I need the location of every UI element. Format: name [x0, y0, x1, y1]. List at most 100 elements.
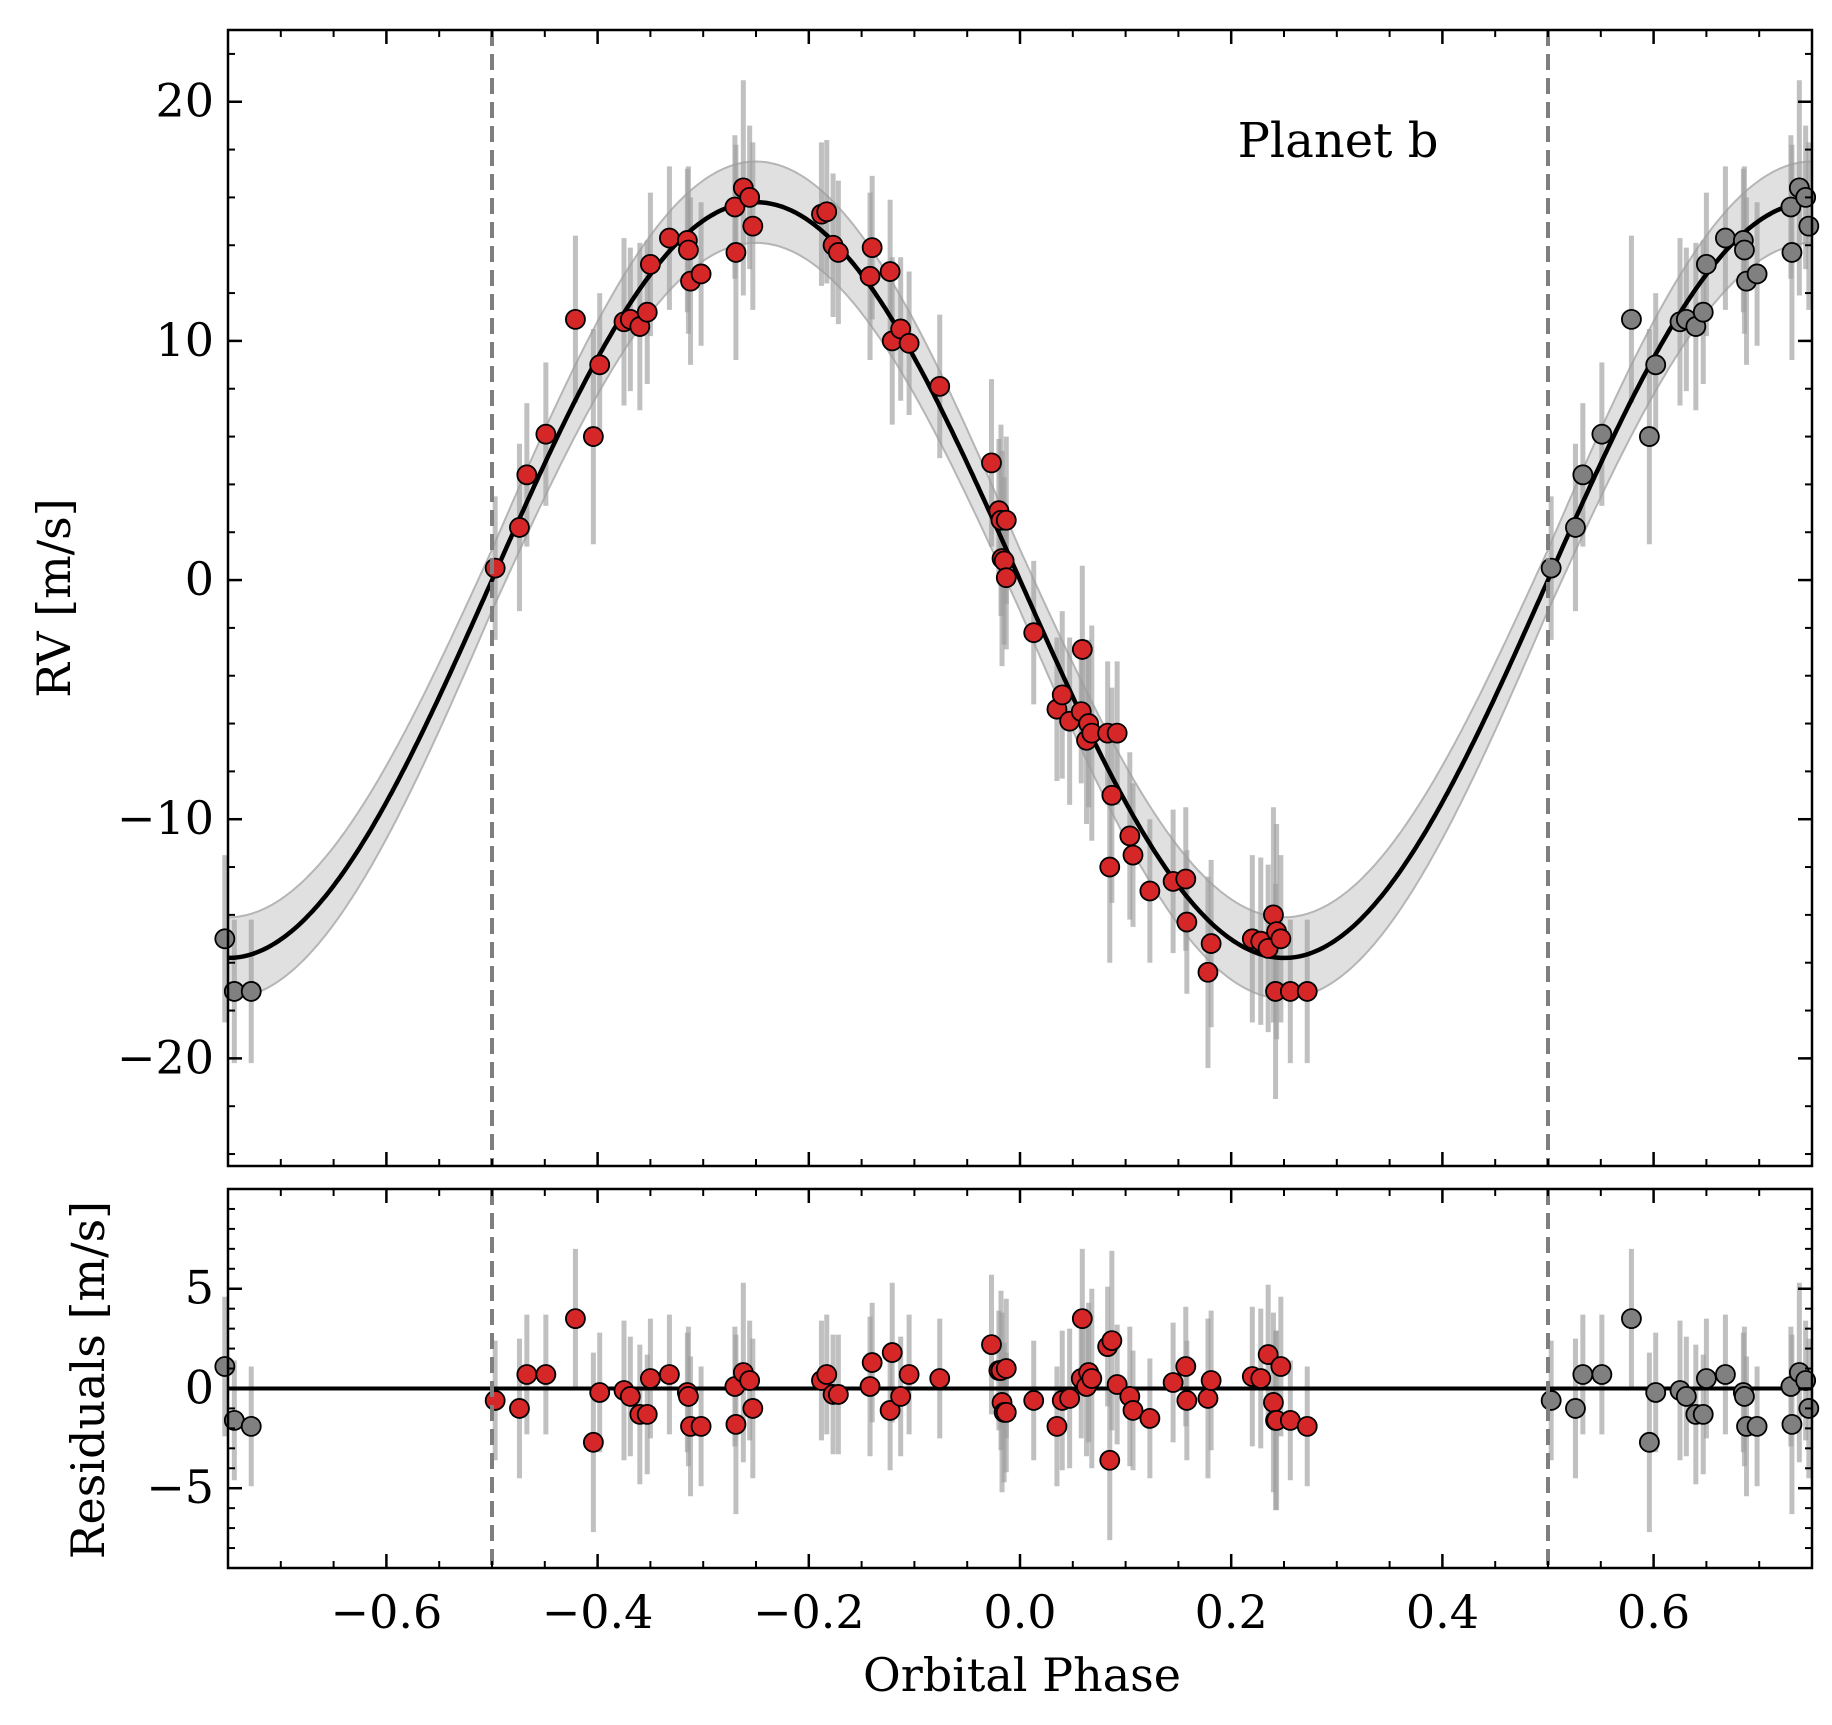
residual-point-primary [1059, 1388, 1081, 1409]
rv-point-wrapped [1692, 301, 1714, 323]
rv-point-primary [1071, 639, 1093, 660]
rv-point-wrapped [1645, 354, 1667, 376]
residual-point-primary [881, 1342, 903, 1363]
x-tick-label: −0.2 [753, 1585, 865, 1639]
residual-point-primary [1106, 1374, 1128, 1395]
residual-point-primary [1296, 1415, 1318, 1437]
residual-point-wrapped [1696, 1368, 1717, 1389]
residual-point-primary [640, 1368, 661, 1389]
y-tick-label: 5 [185, 1261, 214, 1315]
rv-point-primary [1101, 784, 1123, 806]
rv-point-primary [859, 265, 881, 287]
rv-point-primary [636, 301, 658, 323]
x-axis-tick-labels: −0.6 −0.4 −0.2 0.0 0.2 0.4 0.6 [227, 30, 1813, 1639]
residual-point-primary [484, 1390, 506, 1411]
residual-point-wrapped [1734, 1386, 1755, 1407]
rv-point-wrapped [214, 928, 236, 950]
residual-point-primary [879, 1400, 901, 1421]
residual-point-primary [678, 1386, 699, 1407]
rv-point-wrapped [1638, 426, 1660, 447]
residual-point-primary [827, 1384, 849, 1405]
rv-point-wrapped [1621, 308, 1642, 330]
residual-point-primary [659, 1364, 680, 1385]
residual-point-wrapped [214, 1356, 236, 1377]
rv-point-primary [1106, 722, 1128, 744]
x-tick-label: 0.0 [983, 1585, 1056, 1639]
residual-point-primary [1081, 1368, 1103, 1389]
residual-point-primary [995, 1358, 1017, 1379]
rv-point-primary [565, 308, 586, 330]
residual-point-wrapped [1638, 1431, 1660, 1453]
residual-point-wrapped [1621, 1308, 1642, 1330]
rv-point-primary [509, 517, 530, 538]
rv-point-primary [1176, 911, 1198, 933]
residual-point-wrapped [1692, 1404, 1714, 1425]
rv-point-primary [1099, 856, 1121, 878]
y-tick-label: 20 [155, 74, 214, 128]
residual-point-primary [725, 1413, 747, 1435]
rv-point-primary [827, 242, 849, 263]
residual-point-primary [1197, 1388, 1219, 1409]
rv-point-wrapped [1591, 423, 1613, 445]
residual-point-primary [981, 1334, 1002, 1355]
rv-point-primary [879, 261, 901, 282]
residual-point-primary [1200, 1370, 1222, 1391]
y-tick-label: 0 [185, 552, 214, 606]
residual-point-primary [636, 1404, 658, 1425]
rv-point-primary [739, 187, 761, 208]
residual-point-wrapped [1565, 1398, 1586, 1419]
rv-point-primary [678, 239, 699, 261]
rv-point-primary [995, 567, 1017, 589]
rv-point-primary [1023, 622, 1045, 644]
residual-point-primary [509, 1398, 530, 1419]
rv-point-primary [724, 196, 746, 218]
residual-point-wrapped [1572, 1364, 1594, 1385]
residual-point-wrapped [1746, 1415, 1768, 1437]
residual-point-primary [1046, 1415, 1068, 1437]
rv-point-primary [725, 242, 747, 263]
residual-error-bars [222, 1248, 1812, 1541]
rv-point-primary [1122, 844, 1144, 866]
residual-point-primary [1250, 1368, 1272, 1389]
residual-y-axis-label: Residuals [m/s] [61, 1201, 115, 1559]
residual-point-primary [861, 1352, 883, 1373]
residual-data-points [214, 1308, 1820, 1471]
rv-point-primary [484, 557, 506, 579]
residual-point-wrapped [1795, 1370, 1817, 1391]
residual-point-primary [1263, 1392, 1284, 1413]
x-tick-label: −0.6 [331, 1585, 443, 1639]
residual-point-primary [1023, 1390, 1045, 1411]
residual-point-primary [1122, 1400, 1144, 1421]
rv-point-primary [861, 237, 883, 259]
y-tick-label: −20 [117, 1030, 214, 1084]
residual-point-primary [816, 1364, 838, 1385]
residual-point-wrapped [1591, 1364, 1613, 1385]
rv-point-primary [816, 201, 838, 223]
rv-point-wrapped [1798, 215, 1820, 237]
rv-point-primary [640, 253, 661, 275]
rv-point-wrapped [1780, 196, 1802, 218]
rv-axis-ticks: −20 −10 0 10 20 [117, 52, 1812, 1156]
rv-point-primary [1197, 961, 1219, 983]
residual-point-primary [995, 1402, 1017, 1423]
rv-point-primary [516, 464, 538, 486]
rv-y-axis-label: RV [m/s] [27, 498, 81, 697]
planet-annotation: Planet b [1238, 113, 1439, 169]
rv-point-wrapped [1781, 242, 1803, 263]
rv-point-primary [659, 227, 680, 249]
rv-point-primary [1270, 928, 1292, 950]
residual-point-primary [898, 1364, 920, 1385]
residual-point-wrapped [1645, 1382, 1667, 1403]
residual-point-primary [1139, 1407, 1161, 1429]
x-tick-label: −0.4 [542, 1585, 654, 1639]
residual-point-primary [1162, 1372, 1184, 1393]
rv-point-primary [1175, 868, 1197, 890]
x-tick-label: 0.4 [1406, 1585, 1479, 1639]
residual-point-wrapped [240, 1415, 262, 1437]
residual-point-primary [516, 1364, 538, 1385]
rv-point-primary [589, 354, 611, 376]
residual-point-primary [1071, 1308, 1093, 1330]
residual-point-primary [1270, 1356, 1292, 1377]
rv-point-primary [929, 375, 951, 397]
